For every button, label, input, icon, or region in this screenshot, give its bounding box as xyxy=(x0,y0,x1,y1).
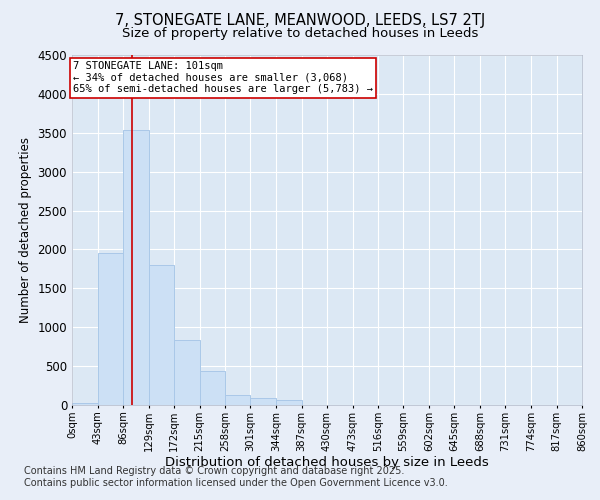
Bar xyxy=(72,402,97,405)
Bar xyxy=(276,400,302,405)
Bar xyxy=(225,395,251,405)
Text: 7 STONEGATE LANE: 101sqm
← 34% of detached houses are smaller (3,068)
65% of sem: 7 STONEGATE LANE: 101sqm ← 34% of detach… xyxy=(73,61,373,94)
Bar xyxy=(149,265,174,405)
Bar xyxy=(251,398,276,405)
Text: Size of property relative to detached houses in Leeds: Size of property relative to detached ho… xyxy=(122,28,478,40)
Y-axis label: Number of detached properties: Number of detached properties xyxy=(19,137,32,323)
Bar xyxy=(97,254,123,405)
Bar xyxy=(199,371,225,405)
Text: Contains HM Land Registry data © Crown copyright and database right 2025.
Contai: Contains HM Land Registry data © Crown c… xyxy=(24,466,448,487)
Bar xyxy=(123,130,149,405)
X-axis label: Distribution of detached houses by size in Leeds: Distribution of detached houses by size … xyxy=(165,456,489,469)
Text: 7, STONEGATE LANE, MEANWOOD, LEEDS, LS7 2TJ: 7, STONEGATE LANE, MEANWOOD, LEEDS, LS7 … xyxy=(115,12,485,28)
Bar xyxy=(174,340,199,405)
